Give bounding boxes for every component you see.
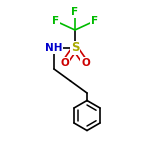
Text: F: F	[52, 16, 59, 26]
Text: S: S	[71, 42, 79, 54]
Text: O: O	[81, 58, 90, 68]
Text: F: F	[71, 7, 79, 17]
Text: NH: NH	[45, 43, 63, 53]
Text: O: O	[60, 58, 69, 68]
Text: F: F	[91, 16, 98, 26]
